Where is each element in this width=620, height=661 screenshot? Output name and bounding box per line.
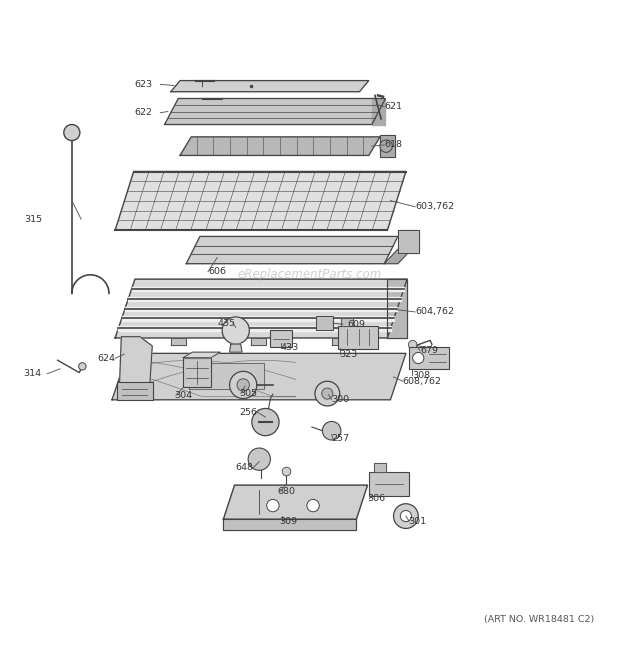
Polygon shape (223, 485, 368, 519)
Text: 648: 648 (235, 463, 253, 473)
Polygon shape (229, 344, 242, 352)
Text: 433: 433 (281, 343, 299, 352)
Text: 621: 621 (384, 102, 402, 111)
Circle shape (380, 140, 392, 152)
Polygon shape (332, 338, 347, 345)
Polygon shape (388, 279, 407, 338)
Circle shape (248, 448, 270, 471)
Text: 314: 314 (23, 369, 41, 378)
Polygon shape (118, 327, 391, 330)
Text: eReplacementParts.com: eReplacementParts.com (238, 268, 382, 282)
Polygon shape (125, 307, 397, 311)
Text: 304: 304 (174, 391, 192, 400)
Polygon shape (171, 338, 185, 345)
Text: 606: 606 (208, 267, 226, 276)
Circle shape (322, 422, 341, 440)
Polygon shape (131, 287, 404, 292)
Circle shape (322, 388, 333, 399)
Polygon shape (372, 98, 386, 124)
Circle shape (79, 363, 86, 370)
Polygon shape (115, 279, 407, 338)
Polygon shape (165, 98, 386, 124)
Text: 608,762: 608,762 (403, 377, 442, 386)
Text: 300: 300 (332, 395, 350, 405)
Polygon shape (122, 317, 394, 321)
Polygon shape (189, 363, 264, 389)
Polygon shape (251, 338, 266, 345)
Text: 305: 305 (239, 389, 257, 398)
Circle shape (282, 467, 291, 476)
Polygon shape (183, 352, 220, 358)
FancyBboxPatch shape (117, 383, 153, 400)
Text: 308: 308 (412, 371, 430, 379)
Text: 624: 624 (97, 354, 115, 363)
Circle shape (252, 408, 279, 436)
Polygon shape (171, 81, 369, 92)
Circle shape (229, 371, 257, 399)
Circle shape (222, 317, 249, 344)
FancyBboxPatch shape (369, 472, 409, 496)
Text: 623: 623 (134, 80, 153, 89)
Text: 679: 679 (420, 346, 438, 356)
Text: 435: 435 (218, 319, 236, 328)
Text: 680: 680 (278, 487, 296, 496)
Polygon shape (128, 297, 401, 301)
Circle shape (64, 124, 80, 141)
Text: (ART NO. WR18481 C2): (ART NO. WR18481 C2) (484, 615, 595, 625)
Polygon shape (112, 354, 406, 400)
Text: 323: 323 (340, 350, 358, 358)
Polygon shape (398, 230, 420, 253)
Polygon shape (186, 237, 398, 264)
Polygon shape (341, 318, 353, 326)
Polygon shape (223, 519, 356, 530)
Circle shape (307, 499, 319, 512)
FancyBboxPatch shape (338, 326, 378, 349)
Circle shape (394, 504, 418, 528)
Text: 603,762: 603,762 (415, 202, 454, 212)
Text: 257: 257 (332, 434, 350, 444)
Circle shape (237, 379, 249, 391)
Circle shape (267, 499, 279, 512)
FancyBboxPatch shape (409, 347, 449, 369)
Polygon shape (384, 247, 414, 264)
Text: 618: 618 (384, 140, 402, 149)
Polygon shape (120, 336, 153, 395)
Text: 622: 622 (135, 108, 153, 117)
Circle shape (409, 340, 417, 349)
Circle shape (401, 510, 412, 522)
Polygon shape (380, 135, 396, 157)
Text: 604,762: 604,762 (415, 307, 454, 317)
FancyBboxPatch shape (316, 316, 333, 330)
Polygon shape (180, 137, 380, 155)
Text: 256: 256 (239, 408, 257, 416)
Polygon shape (115, 171, 406, 230)
Text: 315: 315 (25, 215, 43, 223)
FancyBboxPatch shape (270, 330, 292, 347)
FancyBboxPatch shape (183, 358, 211, 387)
Polygon shape (374, 463, 386, 472)
Circle shape (413, 352, 424, 364)
Text: 301: 301 (408, 516, 426, 525)
Text: 306: 306 (368, 494, 386, 503)
Text: 609: 609 (347, 320, 365, 329)
Text: 309: 309 (279, 516, 297, 525)
Circle shape (315, 381, 340, 406)
